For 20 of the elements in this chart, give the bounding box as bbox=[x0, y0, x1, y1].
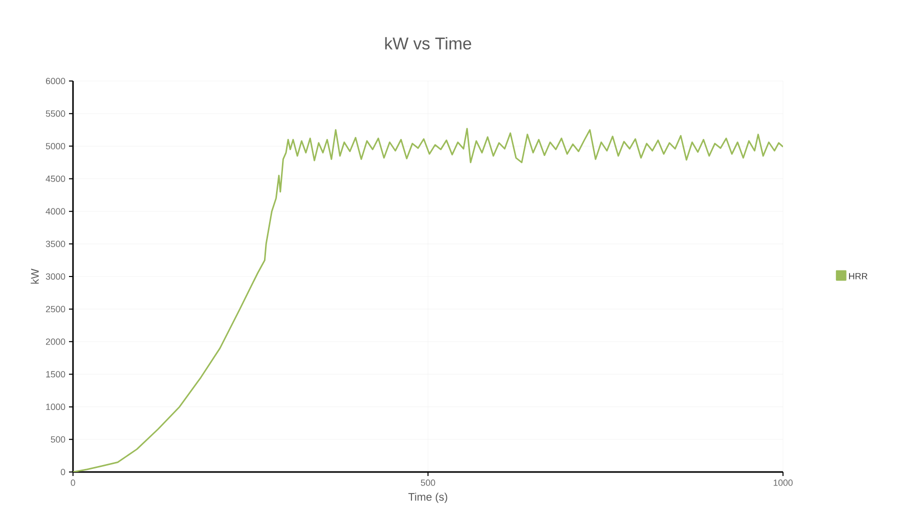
y-tick-label: 0 bbox=[60, 468, 66, 476]
x-axis-title: Time (s) bbox=[408, 492, 448, 503]
y-tick-label: 1500 bbox=[46, 371, 66, 378]
y-axis-title: kW bbox=[30, 268, 39, 284]
x-tick-label: 1000 bbox=[774, 480, 793, 486]
legend-label: HRR bbox=[849, 273, 868, 280]
y-tick-label: 2000 bbox=[46, 338, 66, 345]
y-tick-label: 4500 bbox=[46, 176, 66, 182]
y-tick-label: 4000 bbox=[46, 208, 66, 215]
y-tick-label: 2500 bbox=[46, 306, 66, 312]
y-tick-label: 5500 bbox=[46, 110, 66, 117]
x-tick-label: 500 bbox=[420, 480, 436, 486]
chart-title: kW vs Time bbox=[385, 37, 472, 50]
y-tick-label: 1000 bbox=[46, 404, 66, 410]
x-tick-label: 0 bbox=[70, 480, 76, 486]
y-tick-label: 5000 bbox=[46, 142, 66, 150]
y-tick-label: 3500 bbox=[46, 240, 66, 248]
y-tick-label: 500 bbox=[50, 436, 66, 443]
y-tick-label: 3000 bbox=[46, 273, 66, 280]
y-tick-label: 6000 bbox=[46, 78, 66, 84]
